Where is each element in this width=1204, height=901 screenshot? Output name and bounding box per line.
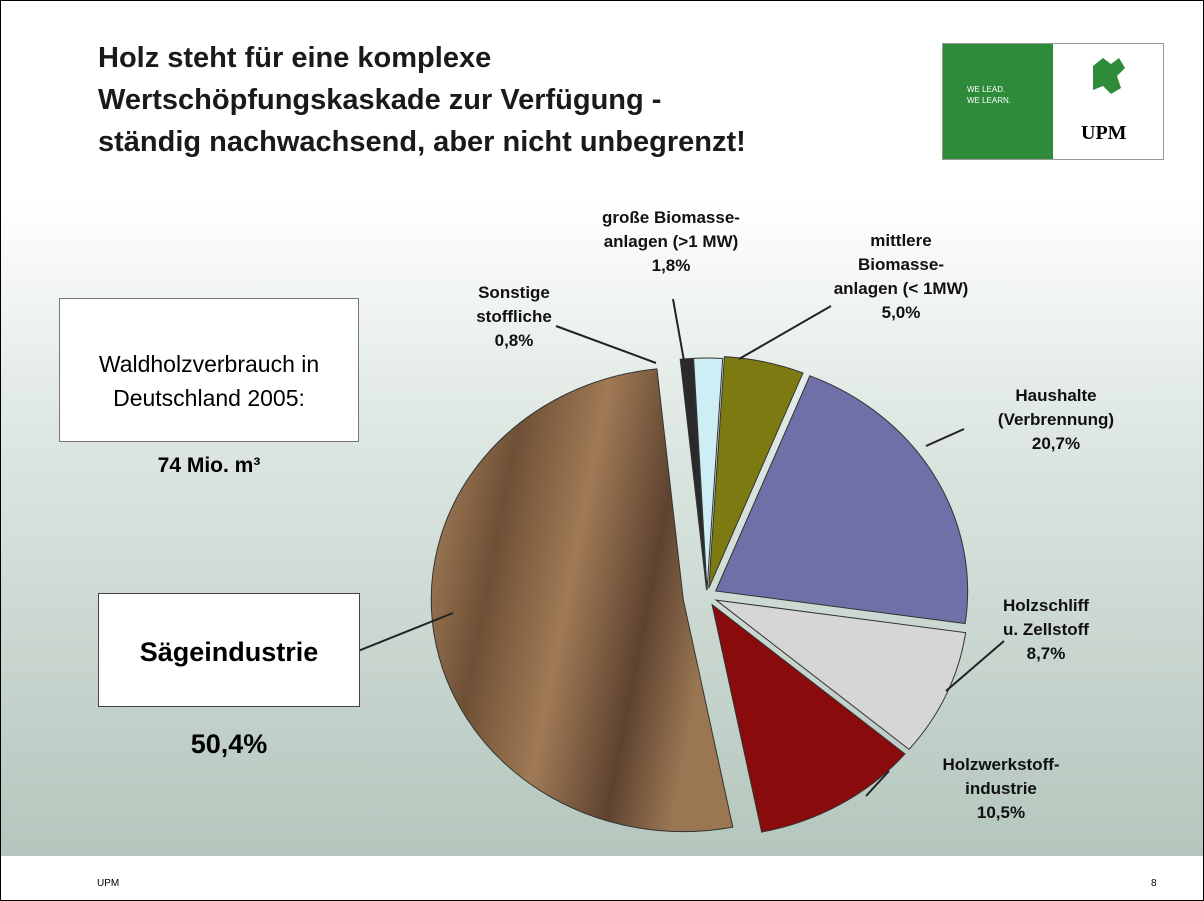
- pie-slice: [431, 369, 733, 832]
- main-label-box: Sägeindustrie 50,4%: [98, 593, 360, 707]
- slice-value-label: 10,5%: [942, 801, 1059, 825]
- logo: WE LEAD. WE LEARN. UPM: [942, 43, 1164, 160]
- slide-title: Holz steht für eine komplexe Wertschöpfu…: [98, 37, 746, 163]
- leader-line: [556, 326, 656, 363]
- leader-line: [673, 299, 684, 361]
- slide: Holz steht für eine komplexe Wertschöpfu…: [0, 0, 1204, 901]
- slice-label: Holzschliff u. Zellstoff: [1003, 594, 1089, 642]
- slice-label: Sonstige stoffliche: [476, 281, 552, 329]
- annotation-text: Waldholzverbrauch in Deutschland 2005:: [60, 347, 358, 415]
- slice-label-group: Haushalte (Verbrennung)20,7%: [998, 384, 1114, 456]
- slice-label-group: große Biomasse- anlagen (>1 MW)1,8%: [602, 206, 740, 278]
- slice-label: Sägeindustrie: [99, 637, 359, 668]
- footer-left: UPM: [97, 878, 119, 889]
- slice-value-label: 5,0%: [834, 301, 969, 325]
- slice-label: Holzwerkstoff- industrie: [942, 753, 1059, 801]
- annotation-box: Waldholzverbrauch in Deutschland 2005: 7…: [59, 298, 359, 442]
- logo-brand: UPM: [1081, 122, 1127, 145]
- slice-value-label: 50,4%: [99, 729, 359, 760]
- slice-value-label: 8,7%: [1003, 642, 1089, 666]
- slice-label: große Biomasse- anlagen (>1 MW): [602, 206, 740, 254]
- leader-line: [926, 429, 964, 446]
- slice-value-label: 1,8%: [602, 254, 740, 278]
- slice-value-label: 0,8%: [476, 329, 552, 353]
- page-number: 8: [1151, 878, 1157, 889]
- slice-label-group: mittlere Biomasse- anlagen (< 1MW)5,0%: [834, 229, 969, 325]
- leader-line: [739, 306, 831, 359]
- slice-label: Haushalte (Verbrennung): [998, 384, 1114, 432]
- slice-label: mittlere Biomasse- anlagen (< 1MW): [834, 229, 969, 301]
- annotation-value: 74 Mio. m³: [60, 449, 358, 483]
- slice-value-label: 20,7%: [998, 432, 1114, 456]
